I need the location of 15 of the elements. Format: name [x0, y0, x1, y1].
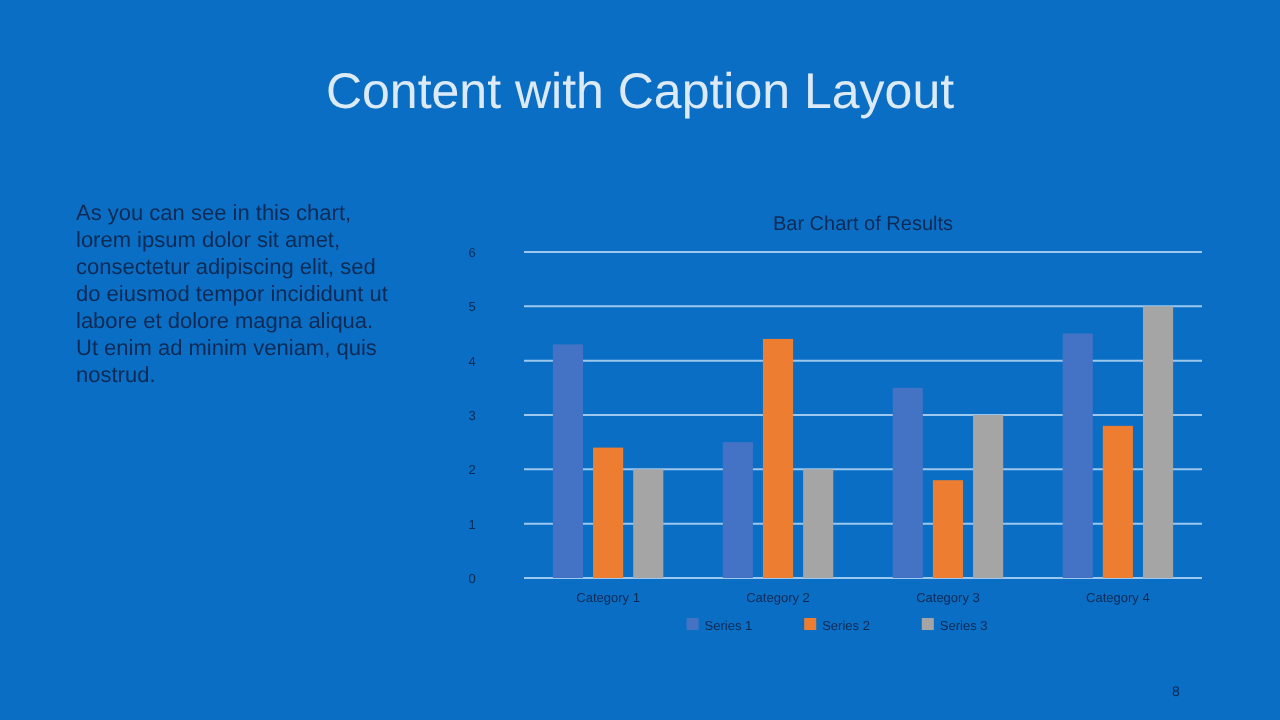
bar: [932, 480, 964, 578]
bar: [722, 442, 753, 578]
bar: [892, 387, 923, 578]
bar: [552, 344, 584, 578]
bar: [1142, 306, 1174, 578]
bar: [633, 469, 664, 578]
bar: [803, 469, 834, 578]
bar: [1062, 333, 1093, 578]
bar: [1102, 425, 1133, 578]
text: As you can see in this chart, lorem ipsum dolor sit amet, consectetur adipiscing elit, sed do eiusmod tempor incididunt ut labore et dolore magna aliqua. Ut enim ad minim veniam, quis nostrud.: [76, 202, 388, 388]
bar: [762, 338, 794, 578]
text: Content with Caption Layout: [325, 64, 955, 120]
bar: [593, 447, 624, 578]
chart-title: Bar Chart of Results: [772, 214, 954, 236]
bar: [973, 415, 1004, 578]
